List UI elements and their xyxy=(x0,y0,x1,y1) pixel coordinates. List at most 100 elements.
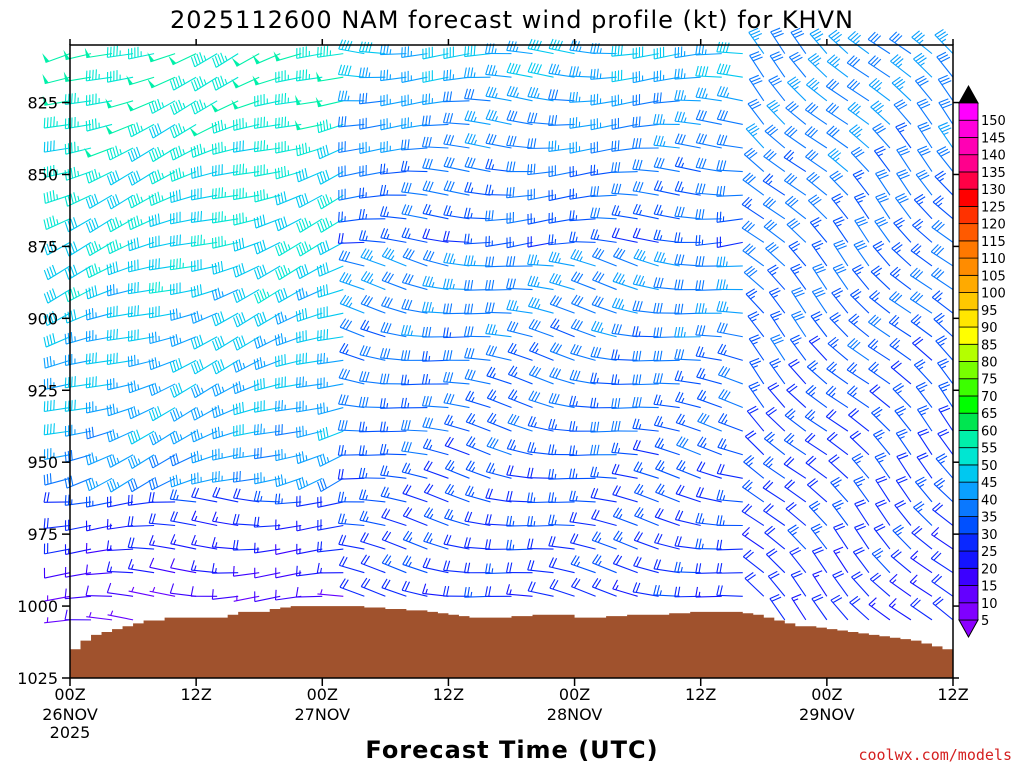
barb-half-feather xyxy=(221,430,224,437)
barb-feather xyxy=(217,287,221,298)
wind-barb xyxy=(275,140,302,154)
barb-staff xyxy=(611,214,638,220)
wind-barb xyxy=(381,530,407,550)
barb-feather xyxy=(695,512,700,523)
wind-barb xyxy=(232,287,260,304)
barb-feather xyxy=(253,338,258,349)
barb-feather xyxy=(365,67,369,78)
wind-barb xyxy=(106,170,134,186)
barb-feather xyxy=(702,110,707,121)
barb-feather xyxy=(190,387,196,398)
barb-feather xyxy=(614,442,619,453)
wind-barb xyxy=(169,308,197,321)
barb-staff xyxy=(571,302,596,314)
barb-half-feather xyxy=(224,55,228,61)
wind-barb xyxy=(381,247,407,267)
wind-barb xyxy=(148,169,176,185)
barb-feather xyxy=(190,410,195,421)
barb-feather xyxy=(358,230,363,241)
barb-feather xyxy=(215,487,221,498)
barb-feather xyxy=(533,254,538,265)
barb-feather xyxy=(95,118,97,129)
barb-feather xyxy=(467,369,473,380)
wind-barb xyxy=(465,436,491,456)
barb-feather xyxy=(674,535,679,546)
barb-half-feather xyxy=(491,164,495,170)
wind-barb xyxy=(505,256,533,267)
wind-barb xyxy=(401,298,428,314)
barb-feather xyxy=(700,413,707,423)
barb-staff xyxy=(612,236,638,243)
barb-feather xyxy=(281,400,283,411)
barb-feather xyxy=(64,401,67,412)
barb-feather xyxy=(178,357,183,369)
barb-feather xyxy=(428,181,434,192)
barb-feather xyxy=(262,239,267,250)
barb-feather xyxy=(551,393,557,404)
barb-feather xyxy=(175,384,180,395)
barb-feather xyxy=(467,88,472,99)
barb-feather xyxy=(319,172,324,183)
barb-feather xyxy=(175,474,179,485)
wind-barb xyxy=(716,279,743,291)
barb-feather xyxy=(362,187,365,198)
barb-staff xyxy=(402,492,428,503)
barb-feather xyxy=(787,76,797,83)
barb-staff xyxy=(675,422,701,432)
barb-staff xyxy=(485,311,512,314)
barb-staff xyxy=(548,241,575,246)
barb-feather xyxy=(614,183,619,194)
barb-feather xyxy=(716,463,722,474)
barb-staff xyxy=(786,224,807,243)
barb-feather xyxy=(791,310,802,316)
wind-barb xyxy=(422,158,449,173)
barb-feather xyxy=(527,86,533,97)
barb-staff xyxy=(741,227,765,243)
barb-feather xyxy=(615,273,622,283)
barb-half-feather xyxy=(386,211,389,217)
barb-feather xyxy=(402,484,409,494)
barb-staff xyxy=(214,289,239,301)
barb-half-feather xyxy=(639,490,644,496)
barb-feather xyxy=(325,144,329,155)
barb-staff xyxy=(529,350,554,361)
wind-barb xyxy=(400,419,428,432)
barb-staff xyxy=(675,142,701,149)
wind-barb xyxy=(569,490,596,503)
barb-feather xyxy=(719,186,723,197)
barb-half-feather xyxy=(554,424,558,430)
barb-feather xyxy=(591,509,597,519)
barb-staff xyxy=(320,171,344,185)
barb-staff xyxy=(768,291,786,314)
barb-staff xyxy=(107,100,134,109)
barb-feather xyxy=(109,242,114,253)
wind-barb xyxy=(127,516,155,527)
barb-feather xyxy=(677,111,682,122)
barb-half-feather xyxy=(494,48,497,54)
barb-feather xyxy=(112,240,116,251)
barb-staff xyxy=(746,410,765,432)
barb-feather xyxy=(322,285,326,296)
barb-half-feather xyxy=(513,395,518,401)
wind-barb xyxy=(675,413,701,432)
barb-feather xyxy=(772,80,782,86)
barb-feather xyxy=(148,174,153,185)
barb-half-feather xyxy=(725,306,729,312)
wind-barb xyxy=(695,133,722,149)
barb-staff xyxy=(170,498,197,503)
barb-staff xyxy=(236,312,260,328)
barb-half-feather xyxy=(554,449,557,455)
barb-feather xyxy=(421,301,426,312)
barb-half-feather xyxy=(470,212,473,219)
barb-feather xyxy=(380,228,386,238)
barb-feather xyxy=(280,333,284,344)
barb-feather xyxy=(281,117,283,128)
barb-feather xyxy=(716,256,719,267)
barb-half-feather xyxy=(137,409,140,415)
wind-barb xyxy=(742,549,765,574)
wind-barb xyxy=(549,367,575,385)
barb-feather xyxy=(446,91,449,102)
barb-staff xyxy=(107,614,134,621)
wind-barb xyxy=(148,454,176,469)
barb-feather xyxy=(749,74,759,80)
